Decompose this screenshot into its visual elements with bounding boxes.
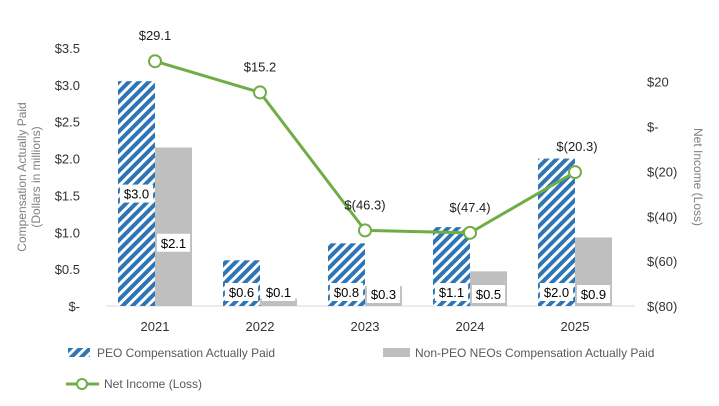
x-axis-ticks: 2021 2022 2023 2024 2025 [141, 319, 590, 334]
legend-label-peo: PEO Compensation Actually Paid [97, 346, 275, 360]
x-axis-tick-label: 2024 [456, 319, 485, 334]
non-peo-bar-label: $0.3 [371, 287, 396, 302]
legend-label-net-income: Net Income (Loss) [104, 377, 202, 391]
peo-bar-label: $0.6 [229, 285, 254, 300]
net-income-marker [358, 223, 372, 238]
non-peo-bar-label: $0.9 [581, 287, 606, 302]
non-peo-bar-2022 [260, 298, 297, 306]
peo-bar-label-bg [434, 283, 469, 301]
left-axis-tick-label: $1.0 [55, 225, 80, 240]
non-peo-bar-label-bg [471, 285, 506, 303]
right-axis-tick-label: $(60) [647, 254, 677, 269]
left-axis-title-line-1: Compensation Actually Paid [15, 102, 29, 251]
non-peo-bar-label-bg [576, 285, 611, 303]
net-income-line-layer: $29.1 $15.2 $(46.3) $(47.4) $(20.3) [139, 28, 598, 240]
non-peo-bar-label: $0.1 [266, 285, 291, 300]
left-axis-tick-label: $- [68, 299, 80, 314]
non-peo-bar-label-bg [261, 283, 296, 301]
left-axis-tick-label: $2.0 [55, 152, 80, 167]
legend-swatch-net-income-marker [76, 378, 88, 390]
left-axis-tick-label: $3.0 [55, 78, 80, 93]
net-income-data-label: $15.2 [244, 59, 277, 74]
peo-bar-label: $3.0 [124, 187, 149, 202]
legend-swatch-peo [68, 348, 90, 357]
right-axis-ticks: $20 $- $(20) $(40) $(60) $(80) [647, 75, 677, 314]
right-axis-tick-label: $- [647, 120, 659, 135]
right-axis-tick-label: $(40) [647, 209, 677, 224]
right-axis-tick-label: $(80) [647, 299, 677, 314]
bar-labels-layer: $3.0 $2.1 $0.6 $0.1 $0.8 $0.3 $1.1 $0.5 $2.0 $0.9 [119, 184, 611, 303]
left-axis-tick-label: $0.5 [55, 262, 80, 277]
net-income-data-label: $(46.3) [344, 197, 385, 212]
net-income-data-label: $(20.3) [556, 139, 597, 154]
left-axis-ticks: $- $0.5 $1.0 $1.5 $2.0 $2.5 $3.0 $3.5 [55, 41, 80, 314]
peo-bar-label: $1.1 [439, 285, 464, 300]
left-axis-tick-label: $2.5 [55, 115, 80, 130]
non-peo-bar-label: $0.5 [476, 287, 501, 302]
x-axis-tick-label: 2023 [351, 319, 380, 334]
left-axis-title-line-2: (Dollars in millions) [29, 126, 43, 227]
x-axis-tick-label: 2025 [561, 319, 590, 334]
peo-bar-label-bg [329, 283, 364, 301]
net-income-data-label: $(47.4) [449, 200, 490, 215]
non-peo-bar-label-bg [366, 285, 401, 303]
peo-bar-label: $2.0 [544, 285, 569, 300]
net-income-marker [148, 54, 162, 69]
net-income-marker [568, 165, 582, 180]
net-income-data-label: $29.1 [139, 28, 172, 43]
x-axis-tick-label: 2021 [141, 319, 170, 334]
non-peo-bar-label-bg [156, 233, 191, 252]
left-axis-tick-label: $3.5 [55, 41, 80, 56]
x-axis-tick-label: 2022 [246, 319, 275, 334]
legend: PEO Compensation Actually Paid Non-PEO N… [66, 346, 654, 391]
left-axis-title: Compensation Actually Paid (Dollars in m… [15, 102, 43, 251]
peo-bar-label-bg [539, 283, 574, 301]
left-axis-tick-label: $1.5 [55, 188, 80, 203]
right-axis-title: Net Income (Loss) [691, 128, 705, 226]
peo-bar-label: $0.8 [334, 285, 359, 300]
right-axis-tick-label: $(20) [647, 164, 677, 179]
non-peo-bar-2021 [155, 147, 192, 306]
net-income-marker [463, 225, 477, 240]
non-peo-bar-label: $2.1 [161, 236, 186, 251]
legend-label-non-peo: Non-PEO NEOs Compensation Actually Paid [415, 346, 654, 360]
peo-bar-label-bg [119, 184, 154, 203]
net-income-marker [253, 85, 267, 100]
right-axis-tick-label: $20 [647, 75, 669, 90]
peo-bar-label-bg [224, 283, 259, 301]
legend-swatch-non-peo [383, 348, 410, 357]
